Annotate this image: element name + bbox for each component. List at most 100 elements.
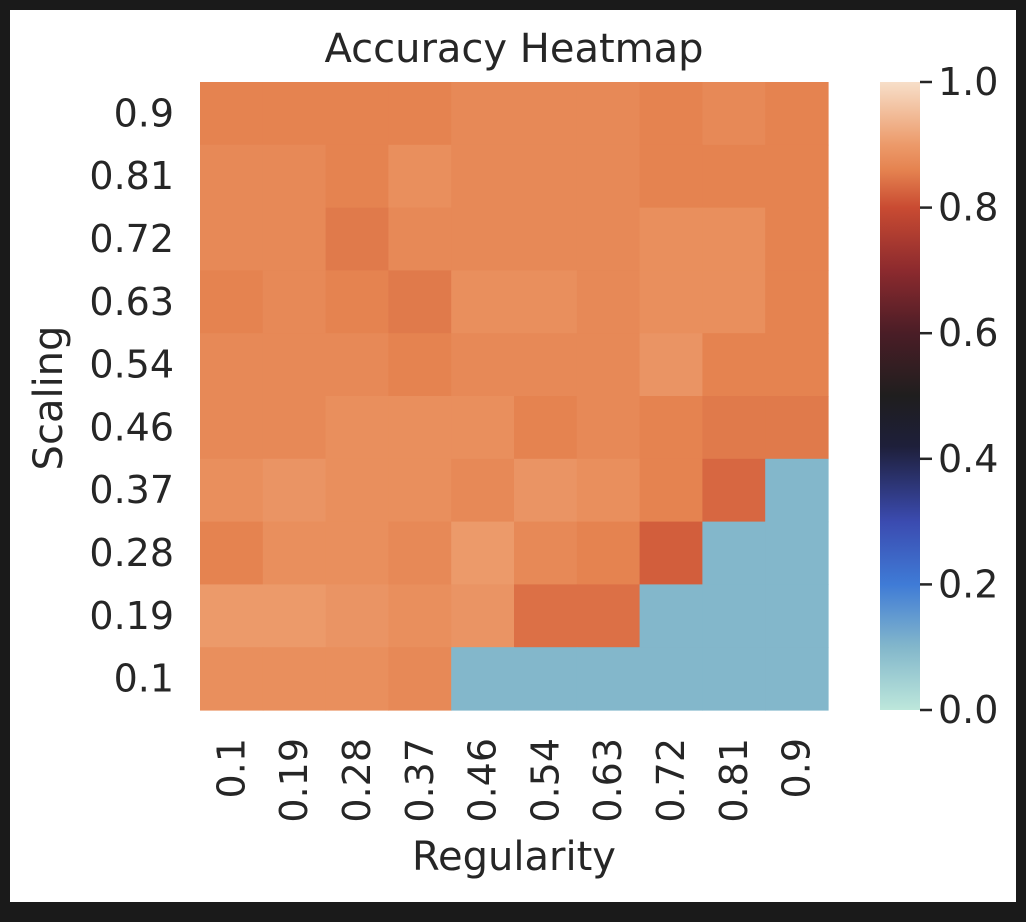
heatmap-cells (200, 82, 829, 711)
heatmap-cell-r0-c1 (262, 82, 327, 146)
heatmap-cell-r1-c0 (200, 144, 264, 209)
heatmap-cell-r8-c6 (576, 584, 641, 648)
colorbar-tick-label: 0.6 (938, 311, 998, 355)
heatmap-cell-r8-c2 (325, 584, 389, 648)
heatmap-cell-r7-c4 (451, 521, 515, 585)
heatmap-cell-r4-c0 (200, 333, 264, 397)
heatmap-cell-r3-c9 (765, 270, 829, 334)
heatmap-cell-r6-c2 (325, 458, 389, 523)
heatmap-cell-r7-c3 (388, 521, 452, 585)
heatmap-cell-r4-c5 (514, 333, 578, 397)
heatmap-cell-r2-c1 (262, 207, 327, 271)
heatmap-cell-r1-c9 (765, 144, 829, 209)
colorbar-tick-label: 1.0 (938, 60, 998, 104)
heatmap-cell-r5-c8 (702, 396, 766, 460)
chart-title: Accuracy Heatmap (324, 26, 703, 72)
heatmap-cell-r5-c1 (262, 396, 327, 460)
heatmap-cell-r8-c1 (262, 584, 327, 648)
x-tick-label: 0.28 (335, 738, 379, 823)
heatmap-cell-r8-c7 (639, 584, 703, 648)
heatmap-cell-r0-c2 (325, 82, 389, 146)
heatmap-cell-r5-c2 (325, 396, 389, 460)
heatmap-cell-r1-c1 (262, 144, 327, 209)
y-tick-label: 0.28 (89, 531, 174, 575)
heatmap-cell-r9-c3 (388, 647, 452, 711)
heatmap-cell-r8-c0 (200, 584, 264, 648)
heatmap-cell-r2-c5 (514, 207, 578, 271)
y-tick-label: 0.72 (89, 217, 174, 261)
y-tick-label: 0.63 (89, 280, 174, 324)
heatmap-cell-r3-c8 (702, 270, 766, 334)
heatmap-cell-r4-c6 (576, 333, 641, 397)
heatmap-cell-r4-c9 (765, 333, 829, 397)
heatmap-cell-r2-c6 (576, 207, 641, 271)
heatmap-cell-r0-c7 (639, 82, 703, 146)
heatmap-cell-r8-c9 (765, 584, 829, 648)
heatmap-cell-r8-c4 (451, 584, 515, 648)
x-tick-label: 0.72 (649, 738, 693, 823)
heatmap-cell-r7-c8 (702, 521, 766, 585)
x-tick-label: 0.46 (461, 738, 505, 823)
heatmap-cell-r4-c8 (702, 333, 766, 397)
heatmap-cell-r2-c8 (702, 207, 766, 271)
heatmap-cell-r1-c8 (702, 144, 766, 209)
heatmap-cell-r3-c6 (576, 270, 641, 334)
heatmap-cell-r5-c9 (765, 396, 829, 460)
y-tick-label: 0.1 (114, 657, 174, 701)
heatmap-cell-r7-c2 (325, 521, 389, 585)
y-tick-label: 0.9 (114, 91, 174, 135)
heatmap-cell-r6-c9 (765, 458, 829, 523)
heatmap-cell-r1-c7 (639, 144, 703, 209)
y-tick-label: 0.19 (89, 594, 174, 638)
heatmap-cell-r4-c2 (325, 333, 389, 397)
heatmap-cell-r0-c9 (765, 82, 829, 146)
heatmap-cell-r3-c7 (639, 270, 703, 334)
heatmap-cell-r6-c3 (388, 458, 452, 523)
heatmap-cell-r1-c5 (514, 144, 578, 209)
colorbar-tick-label: 0.8 (938, 186, 998, 230)
heatmap-cell-r8-c3 (388, 584, 452, 648)
y-tick-labels: 0.9 0.81 0.72 0.63 0.54 0.46 0.37 0.28 0.19 0.1 (89, 91, 174, 700)
heatmap-cell-r8-c5 (514, 584, 578, 648)
heatmap-cell-r5-c4 (451, 396, 515, 460)
heatmap-cell-r6-c4 (451, 458, 515, 523)
heatmap-cell-r3-c5 (514, 270, 578, 334)
heatmap-cell-r3-c2 (325, 270, 389, 334)
heatmap-cell-r1-c2 (325, 144, 389, 209)
heatmap-cell-r9-c9 (765, 647, 829, 711)
heatmap-cell-r7-c5 (514, 521, 578, 585)
x-tick-labels: 0.1 0.19 0.28 0.37 0.46 0.54 0.63 0.72 0.81 0.9 (209, 738, 818, 823)
x-tick-label: 0.1 (209, 738, 253, 798)
y-tick-label: 0.54 (89, 343, 174, 387)
heatmap-cell-r9-c6 (576, 647, 641, 711)
heatmap-cell-r9-c5 (514, 647, 578, 711)
heatmap-cell-r2-c2 (325, 207, 389, 271)
heatmap-cell-r6-c7 (639, 458, 703, 523)
x-tick-label: 0.81 (712, 738, 756, 823)
heatmap-cell-r6-c5 (514, 458, 578, 523)
x-axis-label: Regularity (412, 834, 616, 880)
y-axis-label: Scaling (26, 326, 72, 471)
heatmap-cell-r0-c0 (200, 82, 264, 146)
chart-frame: Accuracy Heatmap 0.9 0.81 0.72 0.63 0.54 0.46… (10, 10, 1016, 902)
heatmap-cell-r9-c0 (200, 647, 264, 711)
heatmap-cell-r3-c4 (451, 270, 515, 334)
heatmap-cell-r3-c1 (262, 270, 327, 334)
heatmap-cell-r5-c6 (576, 396, 641, 460)
y-tick-label: 0.37 (89, 468, 174, 512)
heatmap-cell-r4-c3 (388, 333, 452, 397)
heatmap-cell-r9-c2 (325, 647, 389, 711)
heatmap-cell-r1-c4 (451, 144, 515, 209)
colorbar-tick-label: 0.0 (938, 688, 998, 732)
heatmap-cell-r6-c1 (262, 458, 327, 523)
colorbar-tick-label: 0.2 (938, 562, 998, 606)
heatmap-cell-r7-c1 (262, 521, 327, 585)
heatmap-cell-r0-c6 (576, 82, 641, 146)
heatmap-cell-r0-c3 (388, 82, 452, 146)
heatmap-cell-r9-c1 (262, 647, 327, 711)
heatmap-cell-r4-c4 (451, 333, 515, 397)
heatmap-cell-r5-c5 (514, 396, 578, 460)
heatmap-cell-r7-c6 (576, 521, 641, 585)
heatmap-cell-r1-c6 (576, 144, 641, 209)
heatmap-cell-r7-c0 (200, 521, 264, 585)
